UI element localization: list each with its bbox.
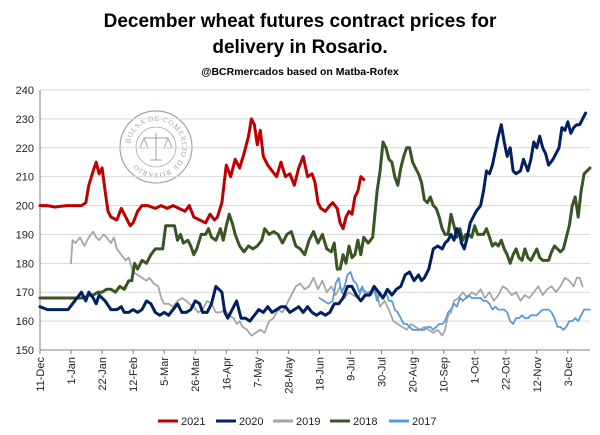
series-line-2018 [38, 140, 592, 300]
x-tick-label: 18-Jun [314, 357, 326, 391]
seal-outer-ring [119, 110, 193, 184]
legend-label-2017: 2017 [412, 416, 436, 428]
x-tick-label: 1-Jan [66, 357, 78, 385]
series-line-2017 [318, 271, 591, 331]
series-line-2020 [38, 111, 588, 323]
legend-label-2019: 2019 [296, 416, 320, 428]
legend-label-2018: 2018 [353, 416, 377, 428]
x-tick-label: 10-Sep [439, 357, 451, 392]
seal-inner-ring [135, 126, 177, 168]
scales-icon [139, 133, 173, 161]
chart-subtitle: @BCRmercados based on Matba-Rofex [201, 66, 399, 78]
x-tick-label: 3-Dec [563, 357, 575, 387]
y-tick-label: 190 [16, 229, 34, 241]
legend: 2021 2020 2019 2018 2017 [158, 416, 436, 428]
y-tick-label: 170 [16, 287, 34, 299]
x-tick-label: 20-Aug [408, 357, 420, 392]
y-tick-label: 180 [16, 258, 34, 270]
y-axis: 150 160 170 180 190 200 210 220 230 240 [16, 85, 34, 357]
y-tick-label: 240 [16, 85, 34, 97]
x-axis: 11-Dec 1-Jan 22-Jan 12-Feb 5-Mar 26-Mar 16-Apr… [35, 350, 575, 394]
x-tick-label: 30-Jul [377, 357, 389, 387]
y-tick-label: 210 [16, 172, 34, 184]
y-tick-label: 200 [16, 201, 34, 213]
x-tick-label: 12-Nov [532, 357, 544, 393]
x-tick-label: 9-Jul [345, 357, 357, 381]
x-tick-label: 1-Oct [470, 357, 482, 384]
legend-label-2021: 2021 [181, 416, 205, 428]
x-tick-label: 7-May [252, 357, 264, 388]
x-tick-label: 5-Mar [159, 357, 171, 386]
y-tick-label: 160 [16, 316, 34, 328]
gridlines [39, 89, 590, 351]
x-tick-label: 22-Oct [501, 357, 513, 390]
x-tick-label: 22-Jan [97, 357, 109, 391]
x-tick-label: 12-Feb [128, 357, 140, 392]
plot-area [38, 111, 592, 337]
series-line-2021 [38, 117, 366, 231]
x-tick-label: 16-Apr [221, 357, 233, 390]
x-tick-label: 11-Dec [35, 357, 47, 392]
bcr-seal-logo: BOLSA DE COMERCIO DE ROSARIO [119, 110, 193, 184]
series-line-2019 [70, 230, 584, 337]
chart-title-line1: December wheat futures contract prices f… [104, 11, 497, 32]
y-tick-label: 150 [16, 345, 34, 357]
y-tick-label: 230 [16, 114, 34, 126]
x-tick-label: 28-May [283, 357, 295, 394]
y-tick-label: 220 [16, 143, 34, 155]
legend-label-2020: 2020 [239, 416, 263, 428]
x-tick-label: 26-Mar [190, 357, 202, 392]
chart-title-line2: delivery in Rosario. [212, 37, 387, 58]
